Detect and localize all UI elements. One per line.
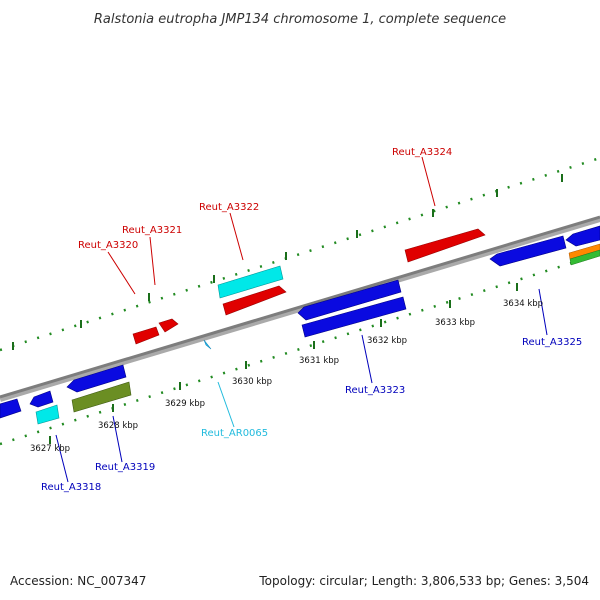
leader-reut-a3323 [361, 334, 373, 384]
gene-labels: Reut_A3318 Reut_A3319 Reut_A3320 Reut_A3321… [41, 147, 582, 493]
gene-reut-a3319[interactable] [66, 364, 127, 393]
chromosome-backbone [0, 215, 600, 402]
olive-gene[interactable] [71, 381, 132, 413]
backbone-line [0, 215, 600, 399]
gene-label-reut-a3320[interactable]: Reut_A3320 [78, 240, 138, 251]
scale-label: 3630 kbp [232, 377, 272, 387]
gene-label-reut-a3325[interactable]: Reut_A3325 [522, 337, 582, 348]
scale-label: 3634 kbp [503, 299, 543, 309]
scale-label: 3627 kbp [30, 444, 70, 454]
gene-right-edge[interactable] [565, 225, 600, 247]
major-ticks [12, 174, 563, 444]
gene-reut-a3325[interactable] [489, 235, 567, 267]
leader-reut-a3325 [538, 288, 548, 336]
rna-cyan-block[interactable] [217, 265, 284, 299]
scale-label: 3628 kbp [98, 421, 138, 431]
scale-label: 3629 kbp [165, 399, 205, 409]
gene-label-reut-a3321[interactable]: Reut_A3321 [122, 225, 182, 236]
scale-label: 3633 kbp [435, 318, 475, 328]
reverse-genes [0, 225, 600, 425]
gene-reut-a3321[interactable] [158, 318, 179, 333]
green-gene[interactable] [569, 249, 600, 266]
genome-stats-text: Topology: circular; Length: 3,806,533 bp… [259, 574, 589, 588]
leader-reut-a3322 [229, 212, 244, 261]
map-title: Ralstonia eutropha JMP134 chromosome 1, … [94, 12, 506, 27]
backbone-shadow [0, 216, 600, 402]
leader-reut-a3319 [112, 415, 123, 463]
gene-label-reut-a3324[interactable]: Reut_A3324 [392, 147, 452, 158]
gene-label-reut-a3323[interactable]: Reut_A3323 [345, 385, 405, 396]
gene-label-reut-a3318[interactable]: Reut_A3318 [41, 482, 101, 493]
leader-lines [55, 156, 548, 483]
orange-gene[interactable] [568, 243, 600, 260]
gene-label-reut-a3322[interactable]: Reut_A3322 [199, 202, 259, 213]
gene-small-blue[interactable] [29, 390, 54, 408]
gene-label-reut-a3319[interactable]: Reut_A3319 [95, 462, 155, 473]
leader-reut-a3324 [421, 156, 436, 207]
gene-reut-a3323-upper[interactable] [297, 279, 402, 321]
leader-reut-a3321 [149, 236, 156, 286]
scale-label: 3632 kbp [367, 336, 407, 346]
gene-reut-ar0065[interactable] [203, 339, 212, 350]
leader-reut-a3318 [55, 434, 69, 483]
gene-left-edge[interactable] [0, 398, 22, 419]
lower-tick-track [0, 252, 600, 446]
upper-tick-track [0, 156, 600, 352]
leader-reut-ar0065 [217, 381, 235, 428]
forward-genes [132, 228, 600, 345]
leader-reut-a3320 [107, 251, 136, 295]
lower-tick-track-line [0, 252, 600, 446]
gene-reut-a3324[interactable] [404, 228, 486, 263]
accession-text: Accession: NC_007347 [10, 574, 147, 588]
gene-reut-a3323[interactable] [301, 296, 407, 338]
upper-tick-track-line [0, 156, 600, 352]
gene-label-reut-ar0065[interactable]: Reut_AR0065 [201, 428, 268, 439]
scale-labels: 3627 kbp 3628 kbp 3629 kbp 3630 kbp 3631 kbp… [30, 299, 543, 454]
gene-reut-a3322[interactable] [222, 285, 287, 316]
gene-reut-a3318[interactable] [35, 404, 60, 425]
gene-reut-a3320[interactable] [132, 326, 160, 345]
scale-label: 3631 kbp [299, 356, 339, 366]
